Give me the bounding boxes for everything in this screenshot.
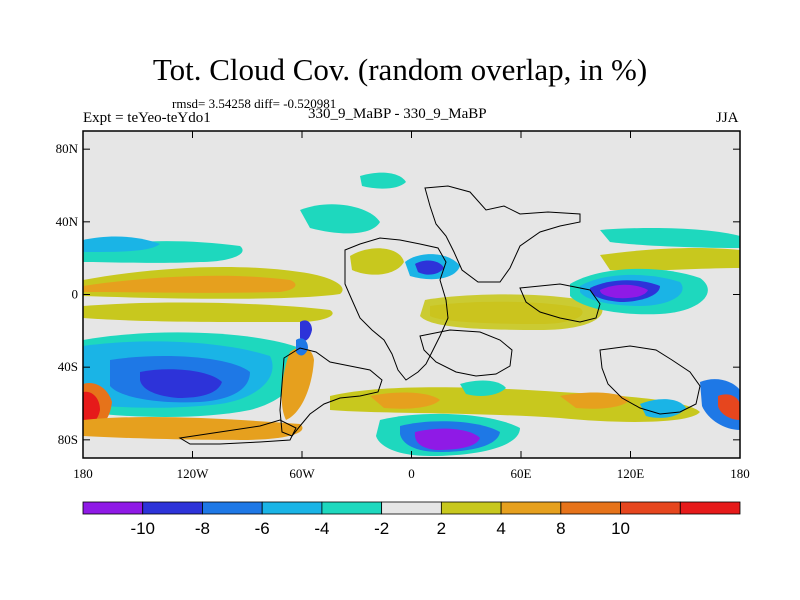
colorbar-label: -8 (195, 519, 210, 538)
colorbar-label: 4 (496, 519, 505, 538)
contour-region (560, 392, 630, 409)
lat-tick-label: 0 (72, 287, 79, 302)
lon-tick-label: 120W (177, 466, 210, 481)
contour-region (640, 399, 686, 418)
colorbar-swatch (82, 501, 144, 515)
stats-line: rmsd= 3.54258 diff= -0.520981 (172, 96, 337, 111)
contour-region (415, 260, 444, 275)
tick-group: 80N 40N 0 40S 80S 180 120W 60W 0 60E 120E 180 (56, 131, 750, 481)
coastline (599, 345, 701, 415)
coastlines (178, 185, 701, 445)
contour-region (360, 172, 406, 189)
colorbar-swatch (261, 501, 323, 515)
lat-tick-label: 40S (58, 359, 78, 374)
contour-region (600, 228, 740, 248)
colorbar-swatch (560, 501, 621, 515)
contour-region (83, 236, 160, 252)
colorbar-swatch (142, 501, 203, 515)
coastline (178, 419, 297, 445)
colorbar-label: -10 (130, 519, 155, 538)
colorbar-label: -2 (374, 519, 389, 538)
coastline (424, 185, 581, 283)
colorbar-swatch (321, 501, 383, 515)
lat-tick-label: 80S (58, 432, 78, 447)
lon-tick-label: 60W (289, 466, 315, 481)
map-panel: 80N 40N 0 40S 80S 180 120W 60W 0 60E 120E 180 (56, 130, 750, 481)
colorbar-swatch (202, 501, 263, 515)
colorbar-swatch (679, 501, 741, 515)
contour-region (460, 380, 506, 396)
plot-title: Tot. Cloud Cov. (random overlap, in %) (152, 52, 648, 87)
colorbar-swatch (381, 501, 442, 515)
colorbar-label: 2 (437, 519, 446, 538)
lat-tick-label: 40N (56, 214, 79, 229)
contour-region (370, 392, 440, 409)
experiment-label: Expt = teYeo-teYdo1 (83, 110, 211, 126)
lon-tick-label: 120E (617, 466, 645, 481)
lon-tick-label: 180 (73, 466, 93, 481)
contour-region (414, 428, 480, 450)
colorbar-swatch (440, 501, 502, 515)
colorbar-label: -6 (255, 519, 270, 538)
colorbar-swatch (620, 501, 681, 515)
contour-region (600, 247, 740, 271)
colorbar-label: 8 (556, 519, 565, 538)
colorbar-swatch (500, 501, 562, 515)
contour-region (140, 369, 222, 398)
coastline (419, 329, 513, 377)
lat-tick-label: 80N (56, 141, 79, 156)
lon-tick-label: 60E (511, 466, 532, 481)
contour-region (281, 347, 314, 420)
contour-region (420, 294, 603, 330)
lon-tick-label: 180 (730, 466, 750, 481)
contour-region (296, 338, 308, 356)
coastline (279, 347, 383, 437)
subtitle: 330_9_MaBP - 330_9_MaBP (308, 106, 487, 122)
contour-region (83, 417, 303, 440)
contour-region (300, 320, 312, 341)
anomaly-field (83, 172, 740, 456)
coastline (519, 283, 601, 323)
contour-region (600, 284, 648, 299)
contour-region (83, 275, 296, 293)
lon-tick-label: 0 (408, 466, 415, 481)
coastline (344, 237, 449, 381)
season-label: JJA (716, 110, 739, 126)
colorbar: -10 -8 -6 -4 -2 2 4 8 10 (82, 501, 741, 538)
contour-region (83, 302, 333, 322)
contour-region (350, 248, 404, 275)
colorbar-label: 10 (611, 519, 630, 538)
contour-region (718, 394, 740, 420)
contour-region (300, 204, 380, 234)
colorbar-label: -4 (314, 519, 329, 538)
